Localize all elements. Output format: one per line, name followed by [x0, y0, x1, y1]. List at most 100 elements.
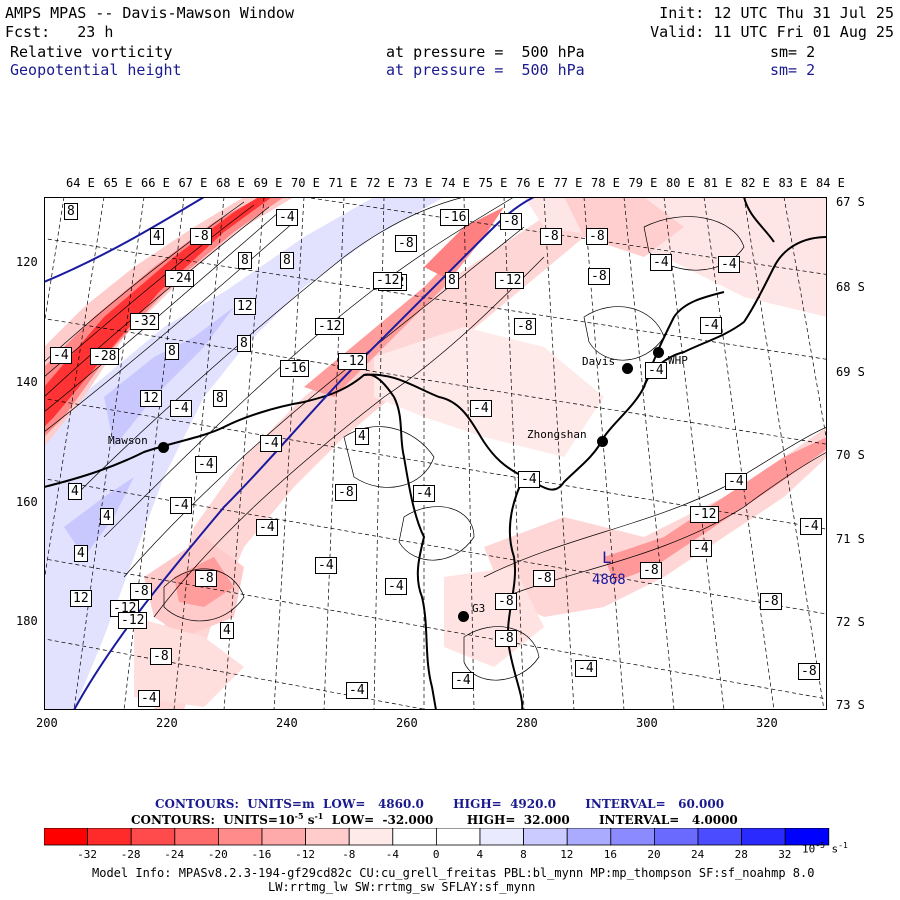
colorbar-swatch [217, 828, 263, 846]
grid-y-label: 140 [16, 375, 38, 389]
grid-x-label: 220 [156, 716, 178, 730]
contour-label: 8 [64, 203, 78, 220]
colorbar-tick-label: 4 [476, 848, 484, 861]
latitude-label: 71 S [836, 532, 865, 546]
contour-label: -12 [373, 272, 403, 289]
contour-label: -8 [540, 228, 562, 245]
low-marker: L [602, 548, 612, 567]
colorbar-swatch [392, 828, 437, 846]
colorbar-swatch [697, 828, 742, 846]
contour-label: -8 [495, 593, 517, 610]
longitude-label: 83 E [778, 176, 808, 190]
grid-y-label: 180 [16, 614, 38, 628]
latitude-label: 73 S [836, 698, 865, 712]
colorbar-tick-label: -16 [251, 848, 272, 861]
field2-level: at pressure = 500 hPa [386, 61, 585, 79]
colorbar-swatch [435, 828, 481, 846]
contour-label: 4 [68, 483, 82, 500]
station-marker [458, 611, 469, 622]
longitude-label: 67 E [178, 176, 208, 190]
contour-label: -8 [760, 593, 782, 610]
field2-smoothing: sm= 2 [770, 61, 816, 79]
valid-time: Valid: 11 UTC Fri 01 Aug 25 [650, 23, 894, 41]
latitude-label: 69 S [836, 365, 865, 379]
station-marker [653, 347, 664, 358]
grid-y-label: 120 [16, 255, 38, 269]
contour-label: -4 [700, 317, 722, 334]
longitude-label: 78 E [591, 176, 620, 190]
longitude-label: 76 E [516, 176, 545, 190]
contour-label: -4 [170, 400, 192, 417]
colorbar [44, 828, 830, 846]
contour-label: -8 [798, 663, 820, 680]
contour-label: -32 [130, 313, 160, 330]
colorbar-swatch [348, 828, 394, 846]
contour-label: 8 [238, 252, 252, 269]
colorbar-tick-label: -32 [77, 848, 97, 861]
contour-label: -4 [470, 400, 492, 417]
contour-label: -8 [495, 630, 517, 647]
contour-label: -8 [514, 318, 536, 335]
colorbar-swatch [174, 828, 219, 846]
colorbar-tick-label: -8 [342, 848, 356, 861]
grid-x-label: 280 [516, 716, 538, 730]
latitude-label: 68 S [836, 280, 865, 294]
contour-label: -4 [725, 473, 747, 490]
contour-label: 4 [150, 228, 164, 245]
colorbar-swatch [130, 828, 176, 846]
contour-label: -4 [690, 540, 712, 557]
longitude-label: 74 E [441, 176, 470, 190]
colorbar-tick-label: 0 [432, 848, 440, 861]
station-marker [622, 363, 633, 374]
longitude-label: 81 E [703, 176, 733, 190]
grid-x-label: 240 [276, 716, 298, 730]
latitude-label: 72 S [836, 615, 865, 629]
contour-label: -4 [260, 435, 282, 452]
longitude-label: 65 E [103, 176, 133, 190]
forecast-hour: Fcst: 23 h [5, 23, 114, 41]
grid-x-label: 200 [36, 716, 58, 730]
vorticity-contour-info: CONTOURS: UNITS=10-5 s-1 LOW= -32.000 HI… [131, 811, 738, 827]
station-label: WHP [668, 354, 688, 367]
grid-y-label: 160 [16, 495, 38, 509]
contour-label: -4 [575, 660, 597, 677]
longitude-label: 75 E [478, 176, 508, 190]
contour-label: -12 [495, 272, 525, 289]
colorbar-tick-label: 32 [778, 848, 792, 861]
station-label: Mawson [108, 434, 148, 447]
longitude-label: 80 E [666, 176, 695, 190]
longitude-label: 84 E [816, 176, 845, 190]
contour-label: -4 [346, 682, 368, 699]
contour-label: -28 [90, 348, 120, 365]
longitude-label: 77 E [553, 176, 583, 190]
contour-label: -12 [338, 353, 368, 370]
colorbar-tick-label: 24 [691, 848, 705, 861]
colorbar-swatch [654, 828, 699, 846]
vorticity-map [44, 197, 827, 710]
contour-label: -8 [195, 570, 217, 587]
colorbar-swatch [566, 828, 612, 846]
contour-label: 12 [140, 390, 162, 407]
colorbar-swatch [261, 828, 306, 846]
contour-label: 4 [74, 545, 88, 562]
station-label: Zhongshan [527, 428, 587, 441]
contour-label: 12 [70, 590, 92, 607]
colorbar-swatch [44, 828, 88, 846]
field2-name: Geopotential height [10, 61, 182, 79]
contour-label: -8 [335, 484, 357, 501]
contour-label: -16 [440, 209, 470, 226]
contour-label: -4 [518, 471, 540, 488]
station-label: G3 [472, 602, 486, 615]
field1-smoothing: sm= 2 [770, 43, 816, 61]
contour-label: -8 [588, 268, 610, 285]
field1-name: Relative vorticity [10, 43, 173, 61]
contour-label: -4 [718, 256, 740, 273]
grid-x-label: 260 [396, 716, 418, 730]
colorbar-swatch [87, 828, 132, 846]
contour-label: -8 [533, 570, 555, 587]
colorbar-tick-label: 8 [520, 848, 527, 861]
contour-label: 4 [220, 622, 234, 639]
model-physics: LW:rrtmg_lw SW:rrtmg_sw SFLAY:sf_mynn [268, 880, 536, 894]
contour-label: -4 [645, 362, 667, 379]
contour-label: 8 [237, 335, 251, 352]
